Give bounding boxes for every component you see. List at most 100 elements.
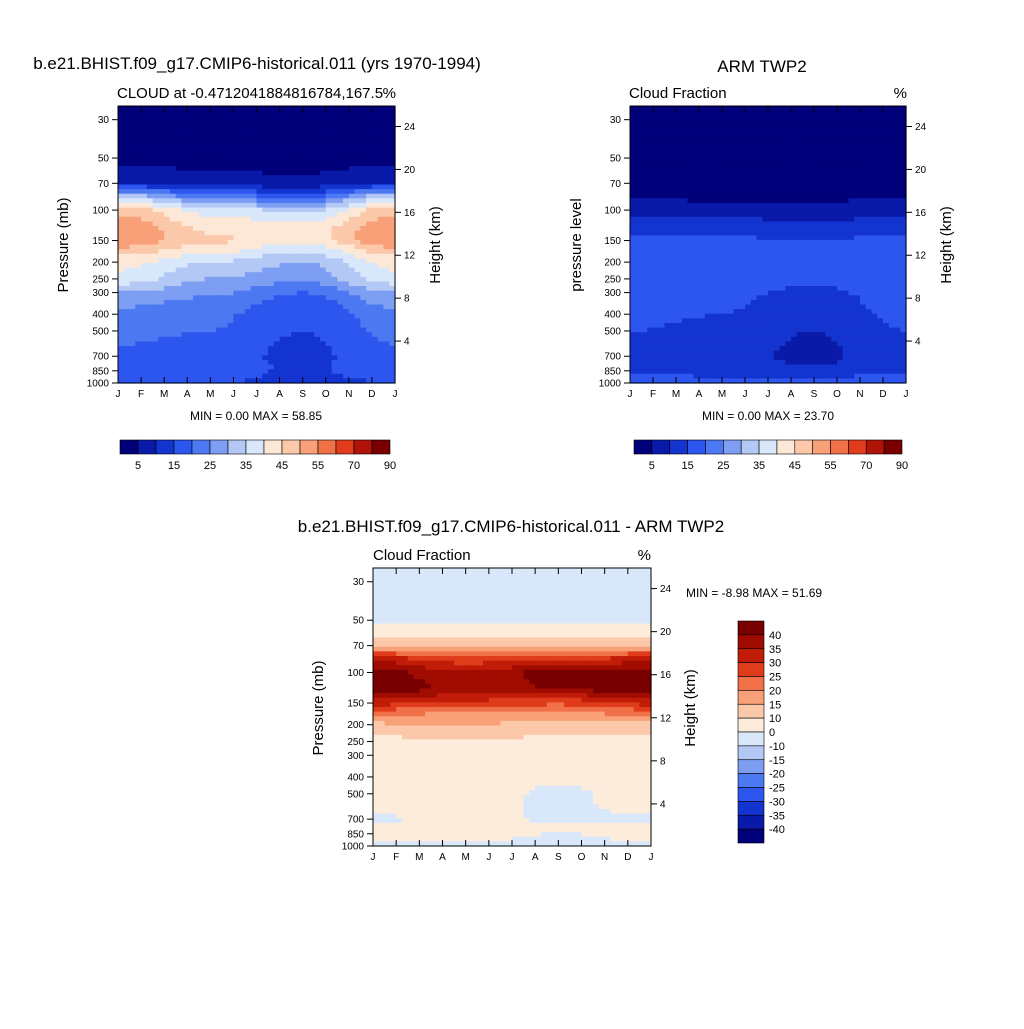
- model-cell: [222, 272, 228, 277]
- obs-cell: [722, 221, 728, 226]
- obs-cell: [849, 277, 855, 282]
- model-cell: [124, 323, 130, 328]
- model-cell: [251, 134, 257, 139]
- model-cell: [314, 309, 320, 314]
- obs-cell: [820, 189, 826, 194]
- model-cell: [164, 203, 170, 208]
- model-cell: [355, 129, 361, 134]
- model-cell: [216, 129, 222, 134]
- model-cell: [355, 355, 361, 360]
- model-cell: [233, 106, 239, 111]
- obs-cell: [722, 166, 728, 171]
- obs-cell: [745, 175, 751, 180]
- model-cell: [233, 351, 239, 356]
- obs-cell: [889, 235, 895, 240]
- obs-cell: [751, 235, 757, 240]
- obs-cell: [670, 249, 676, 254]
- model-cell: [233, 157, 239, 162]
- model-cell: [251, 184, 257, 189]
- obs-cell: [762, 277, 768, 282]
- obs-cell: [653, 240, 659, 245]
- obs-cell: [883, 189, 889, 194]
- model-cell: [228, 134, 234, 139]
- model-cell: [216, 189, 222, 194]
- model-cell: [332, 166, 338, 171]
- obs-cell: [734, 212, 740, 217]
- model-cell: [297, 341, 303, 346]
- model-cell: [268, 226, 274, 231]
- model-cell: [280, 309, 286, 314]
- obs-cell: [837, 106, 843, 111]
- model-cell: [239, 203, 245, 208]
- model-cell: [366, 305, 372, 310]
- model-cell: [372, 171, 378, 176]
- obs-cell: [854, 152, 860, 157]
- model-cell: [124, 124, 130, 129]
- model-cell: [187, 258, 193, 263]
- model-cell: [228, 337, 234, 342]
- obs-cell: [803, 263, 809, 268]
- obs-cell: [883, 263, 889, 268]
- obs-cell: [780, 134, 786, 139]
- obs-cell: [820, 240, 826, 245]
- model-cell: [285, 203, 291, 208]
- model-cell: [360, 134, 366, 139]
- model-cell: [170, 161, 176, 166]
- obs-cell: [751, 240, 757, 245]
- obs-field: [630, 106, 907, 384]
- model-cell: [355, 148, 361, 153]
- obs-cell: [722, 245, 728, 250]
- obs-cell: [659, 221, 665, 226]
- model-cell: [216, 300, 222, 305]
- obs-cell: [768, 129, 774, 134]
- model-cell: [222, 111, 228, 116]
- obs-cell: [739, 208, 745, 213]
- model-cell: [233, 332, 239, 337]
- model-minmax: MIN = 0.00 MAX = 58.85: [190, 409, 322, 423]
- model-cell: [360, 152, 366, 157]
- model-cell: [205, 217, 211, 222]
- obs-cell: [676, 245, 682, 250]
- obs-cell: [757, 208, 763, 213]
- model-cell: [176, 152, 182, 157]
- model-cell: [193, 272, 199, 277]
- model-cell: [135, 277, 141, 282]
- obs-cell: [716, 212, 722, 217]
- model-cell: [176, 277, 182, 282]
- model-cell: [187, 249, 193, 254]
- obs-cell: [734, 268, 740, 273]
- obs-cell: [676, 120, 682, 125]
- obs-cell: [716, 124, 722, 129]
- model-cell: [262, 208, 268, 213]
- obs-cell: [728, 268, 734, 273]
- obs-cell: [705, 263, 711, 268]
- model-cell: [210, 148, 216, 153]
- obs-cell: [785, 198, 791, 203]
- obs-cell: [774, 226, 780, 231]
- model-cell: [355, 300, 361, 305]
- model-cell: [239, 341, 245, 346]
- model-cell: [130, 258, 136, 263]
- model-cell: [383, 291, 389, 296]
- model-cell: [314, 235, 320, 240]
- obs-cell: [739, 166, 745, 171]
- obs-cell: [843, 254, 849, 259]
- model-cell: [378, 309, 384, 314]
- model-cell: [355, 341, 361, 346]
- model-cell: [216, 314, 222, 319]
- model-cell: [239, 180, 245, 185]
- obs-cell: [762, 272, 768, 277]
- obs-cell: [716, 286, 722, 291]
- model-cell: [262, 157, 268, 162]
- model-colorbar-swatch: [174, 440, 192, 454]
- obs-cell: [826, 138, 832, 143]
- model-cell: [332, 120, 338, 125]
- model-cell: [181, 180, 187, 185]
- model-cell: [308, 106, 314, 111]
- model-cell: [251, 235, 257, 240]
- model-cell: [372, 263, 378, 268]
- obs-cell: [860, 235, 866, 240]
- obs-cell: [739, 217, 745, 222]
- obs-cell: [688, 272, 694, 277]
- obs-cell: [814, 106, 820, 111]
